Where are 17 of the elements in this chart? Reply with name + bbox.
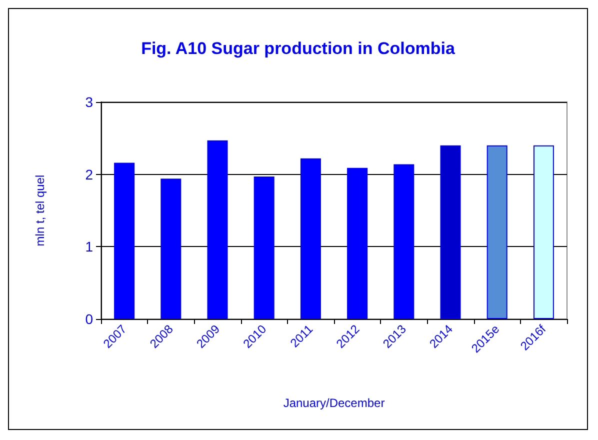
y-tick-label: 0 <box>85 311 94 327</box>
bar <box>440 145 461 319</box>
y-tick-label: 1 <box>85 238 94 255</box>
bar <box>160 178 182 319</box>
bar <box>347 168 368 319</box>
x-axis-title: January/December <box>283 396 385 410</box>
bar <box>300 158 321 319</box>
bar <box>114 162 135 319</box>
bar <box>254 176 274 319</box>
y-axis-title: mln t, tel quel <box>33 174 47 246</box>
bar <box>207 140 228 319</box>
y-tick-label: 2 <box>85 166 94 182</box>
chart-title: Fig. A10 Sugar production in Colombia <box>141 39 456 58</box>
bar <box>486 145 508 319</box>
y-tick-label: 3 <box>85 94 94 110</box>
bar <box>533 145 554 319</box>
bar <box>394 164 414 319</box>
